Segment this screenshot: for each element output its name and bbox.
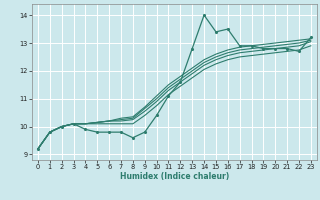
X-axis label: Humidex (Indice chaleur): Humidex (Indice chaleur) [120,172,229,181]
